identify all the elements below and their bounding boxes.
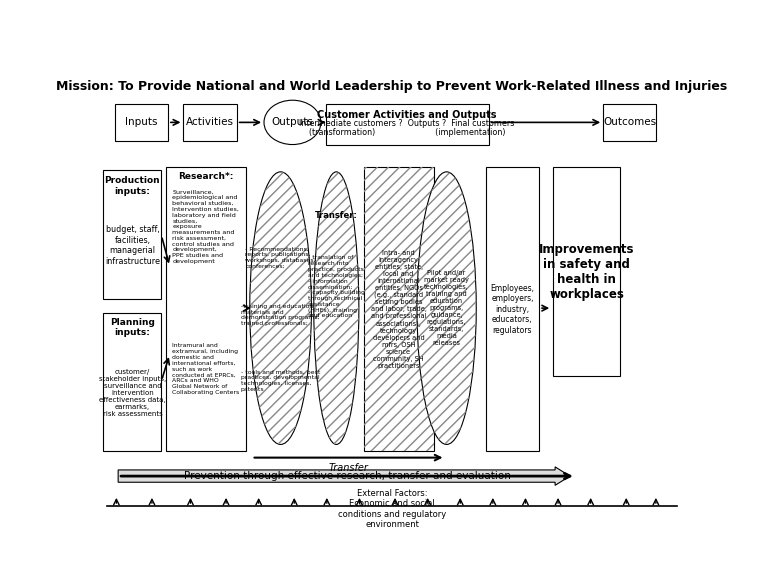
FancyBboxPatch shape [363,167,434,451]
Text: Customer Activities and Outputs: Customer Activities and Outputs [317,110,497,120]
Text: (transformation)                        (implementation): (transformation) (implementation) [309,128,506,137]
Text: - Recommendations,
reports, publications,
workshops, databases,
conferences;: - Recommendations, reports, publications… [246,247,316,269]
Text: Surveillance,
epidemiological and
behavioral studies,
Intervention studies,
labo: Surveillance, epidemiological and behavi… [172,190,239,264]
Ellipse shape [249,172,311,444]
FancyArrow shape [118,467,570,485]
Ellipse shape [314,172,359,444]
Ellipse shape [264,100,321,144]
Text: - translation of
research into
practice, products
and technologies;
- informatio: - translation of research into practice,… [308,255,365,319]
FancyBboxPatch shape [103,170,161,299]
FancyBboxPatch shape [115,104,168,141]
Text: Intermediate customers ?  Outputs ?  Final customers: Intermediate customers ? Outputs ? Final… [299,119,515,128]
Text: budget, staff,
facilities,
managerial
infrastructure: budget, staff, facilities, managerial in… [105,226,160,266]
Text: Outputs: Outputs [272,118,314,127]
Text: Outcomes: Outcomes [604,118,656,127]
Text: Production
inputs:: Production inputs: [105,176,160,196]
Text: Improvements
in safety and
health in
workplaces: Improvements in safety and health in wor… [539,243,634,301]
Text: Activities: Activities [186,118,234,127]
FancyBboxPatch shape [486,167,539,451]
Text: Research*:: Research*: [178,172,233,181]
Text: Transfer:: Transfer: [315,211,358,220]
FancyBboxPatch shape [103,312,161,451]
FancyBboxPatch shape [165,167,246,451]
Text: Inputs: Inputs [125,118,158,127]
FancyBboxPatch shape [603,104,656,141]
Text: Pilot and/or
market ready
technologies,
training and
education
programs,
guidanc: Pilot and/or market ready technologies, … [424,270,469,346]
FancyBboxPatch shape [326,104,489,146]
FancyBboxPatch shape [553,167,620,376]
Text: Planning
inputs:: Planning inputs: [110,318,155,337]
Text: - tools and methods, best
practices, developmental
technologies, licenses,
paten: - tools and methods, best practices, dev… [241,369,321,392]
Text: Transfer: Transfer [328,463,369,473]
Text: Mission: To Provide National and World Leadership to Prevent Work-Related Illnes: Mission: To Provide National and World L… [57,79,728,93]
Text: Intra- and
interagency
entities, state,
local and
international
entities, NGOs
(: Intra- and interagency entities, state, … [371,250,427,369]
Text: Employees,
employers,
industry,
educators,
regulators: Employees, employers, industry, educator… [490,284,535,335]
Text: Prevention through effective research, transfer and evaluation: Prevention through effective research, t… [184,471,510,481]
Text: External Factors:
Economic and social
conditions and regulatory
environment: External Factors: Economic and social co… [338,489,446,529]
FancyBboxPatch shape [184,104,236,141]
Text: customer/
stakeholder inputs,
surveillance and
intervention
effectiveness data,
: customer/ stakeholder inputs, surveillan… [99,369,166,417]
Ellipse shape [417,172,477,444]
Text: -training and education
materials and
demonstration programs,
trained profession: -training and education materials and de… [241,304,320,326]
Text: Intramural and
extramural, including
domestic and
international efforts,
such as: Intramural and extramural, including dom… [172,343,239,395]
